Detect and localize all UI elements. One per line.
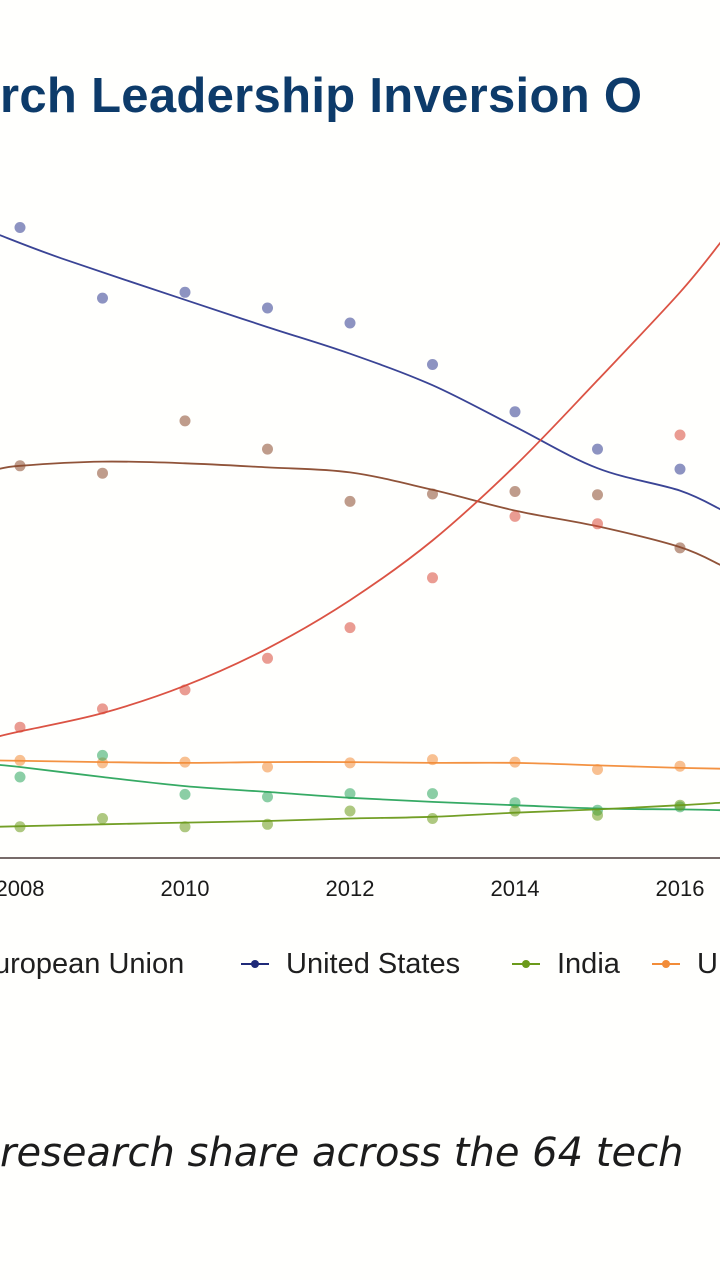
data-point — [592, 809, 603, 821]
data-point — [179, 788, 191, 800]
data-point — [592, 443, 603, 455]
series-line — [0, 241, 720, 737]
data-point — [427, 813, 438, 824]
data-point — [344, 622, 356, 634]
series-line — [0, 460, 720, 566]
legend-key-india — [512, 960, 540, 968]
data-point — [262, 302, 273, 314]
series-line — [0, 234, 720, 511]
data-point — [97, 467, 108, 479]
data-point — [344, 317, 356, 329]
data-point — [592, 489, 603, 501]
data-point — [509, 486, 521, 497]
legend-label-eu: uropean Union — [0, 948, 185, 980]
series-line — [0, 759, 720, 770]
data-point — [509, 510, 521, 522]
data-point — [97, 749, 108, 761]
x-tick-label: 2012 — [326, 876, 375, 901]
x-tick-label: 2010 — [161, 876, 210, 901]
data-point — [97, 292, 108, 304]
data-point — [262, 652, 273, 664]
x-tick-label: 2008 — [0, 876, 44, 901]
data-point — [14, 771, 26, 783]
data-point — [509, 805, 521, 817]
data-point — [674, 760, 686, 772]
data-point — [674, 463, 686, 475]
data-point — [262, 791, 273, 803]
data-point — [674, 429, 686, 441]
legend-label-india: India — [557, 948, 620, 980]
data-point — [509, 406, 521, 418]
data-point — [344, 495, 356, 507]
data-point — [344, 805, 356, 817]
figure-caption: research share across the 64 tech — [0, 1130, 684, 1176]
data-point — [179, 821, 191, 833]
series-line — [0, 801, 720, 828]
data-point — [427, 572, 438, 584]
data-point — [179, 415, 191, 427]
data-point — [14, 222, 26, 233]
data-point — [262, 443, 273, 455]
legend-label-u: U — [697, 948, 718, 980]
data-point — [179, 286, 191, 298]
chart-title: rch Leadership Inversion O — [0, 69, 643, 123]
x-tick-label: 2016 — [656, 876, 705, 901]
data-point — [592, 518, 603, 530]
data-point — [262, 761, 273, 773]
legend-key-us — [241, 960, 269, 968]
data-point — [97, 813, 108, 824]
series-line — [0, 764, 720, 812]
legend-label-us: United States — [286, 948, 461, 980]
x-tick-label: 2014 — [491, 876, 540, 901]
data-point — [427, 788, 438, 800]
legend-key-u — [652, 960, 680, 968]
data-point — [344, 788, 356, 800]
data-point — [427, 359, 438, 370]
data-point — [592, 764, 603, 775]
